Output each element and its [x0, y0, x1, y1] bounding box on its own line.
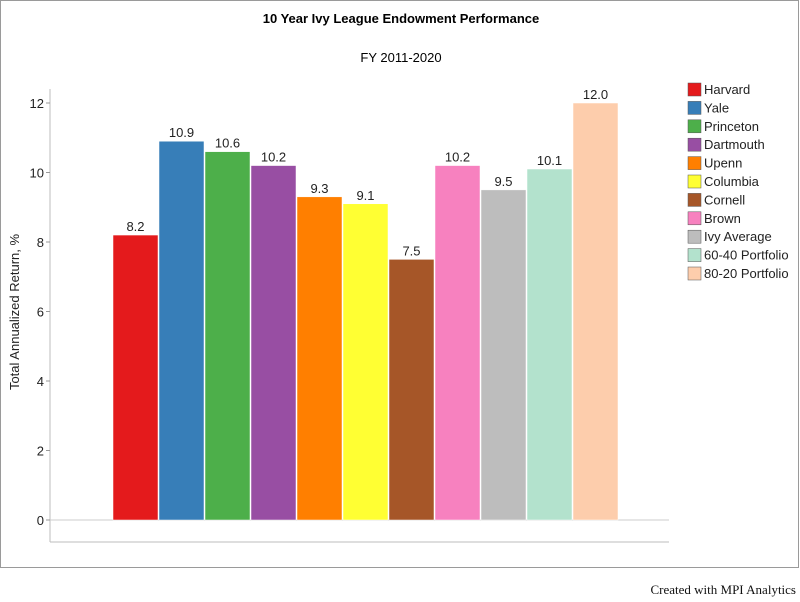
- data-label: 9.5: [494, 174, 512, 189]
- data-label: 9.3: [310, 181, 328, 196]
- legend-label: Brown: [704, 211, 741, 226]
- bar-princeton: [204, 151, 251, 521]
- legend-label: Yale: [704, 100, 729, 115]
- bar-ivy-average: [480, 189, 527, 521]
- bar-harvard: [112, 234, 159, 521]
- data-label: 10.1: [537, 153, 562, 168]
- y-tick-label: 4: [37, 374, 44, 389]
- credit-text: Created with MPI Analytics: [650, 582, 796, 597]
- bar-cornell: [388, 259, 435, 521]
- legend-swatch: [687, 101, 702, 115]
- legend-swatch: [687, 211, 702, 226]
- legend-label: Harvard: [704, 82, 750, 97]
- y-tick-label: 0: [37, 513, 44, 528]
- y-tick-label: 10: [30, 166, 44, 181]
- y-tick-label: 2: [37, 444, 44, 459]
- bar-brown: [434, 165, 481, 521]
- data-label: 10.9: [169, 125, 194, 140]
- legend: Harvard Yale Princeton Dartmouth Upenn Columb…: [687, 82, 789, 281]
- data-label: 10.6: [215, 136, 240, 151]
- legend-label: Dartmouth: [704, 137, 765, 152]
- legend-swatch: [687, 248, 702, 262]
- legend-swatch: [687, 193, 702, 207]
- legend-label: 80-20 Portfolio: [704, 266, 789, 281]
- chart-title: 10 Year Ivy League Endowment Performance: [263, 11, 540, 26]
- data-label: 12.0: [583, 87, 608, 102]
- bar-columbia: [342, 203, 389, 521]
- legend-label: Columbia: [704, 174, 760, 189]
- bar-dartmouth: [250, 165, 297, 521]
- legend-swatch: [687, 119, 702, 134]
- legend-swatch: [687, 174, 702, 189]
- data-label: 9.1: [356, 188, 374, 203]
- y-axis-label: Total Annualized Return, %: [7, 234, 22, 391]
- legend-label: Cornell: [704, 192, 745, 207]
- legend-swatch: [687, 137, 702, 152]
- bar-upenn: [296, 196, 343, 521]
- chart-frame: 10 Year Ivy League Endowment Performance…: [0, 0, 799, 568]
- y-tick-label: 8: [37, 235, 44, 250]
- legend-swatch: [687, 82, 702, 97]
- bar-chart: 10 Year Ivy League Endowment Performance…: [7, 11, 789, 543]
- legend-label: Ivy Average: [704, 229, 772, 244]
- y-tick-label: 6: [37, 305, 44, 320]
- data-label: 10.2: [261, 150, 286, 165]
- legend-label: 60-40 Portfolio: [704, 248, 789, 263]
- bar-yale: [158, 140, 205, 521]
- data-label: 8.2: [126, 219, 144, 234]
- bar-80-20-portfolio: [572, 102, 619, 521]
- legend-label: Princeton: [704, 119, 759, 134]
- data-label: 10.2: [445, 150, 470, 165]
- data-label: 7.5: [402, 243, 420, 258]
- chart-subtitle: FY 2011-2020: [360, 50, 441, 65]
- legend-swatch: [687, 266, 702, 281]
- bar-60-40-portfolio: [526, 168, 573, 521]
- plot-area: 0 2 4 6 8 10 12 Total Annualized Return, % 8.2 10…: [7, 87, 669, 543]
- y-tick-label: 12: [30, 96, 44, 111]
- legend-label: Upenn: [704, 156, 742, 171]
- legend-swatch: [687, 229, 702, 244]
- legend-swatch: [687, 156, 702, 170]
